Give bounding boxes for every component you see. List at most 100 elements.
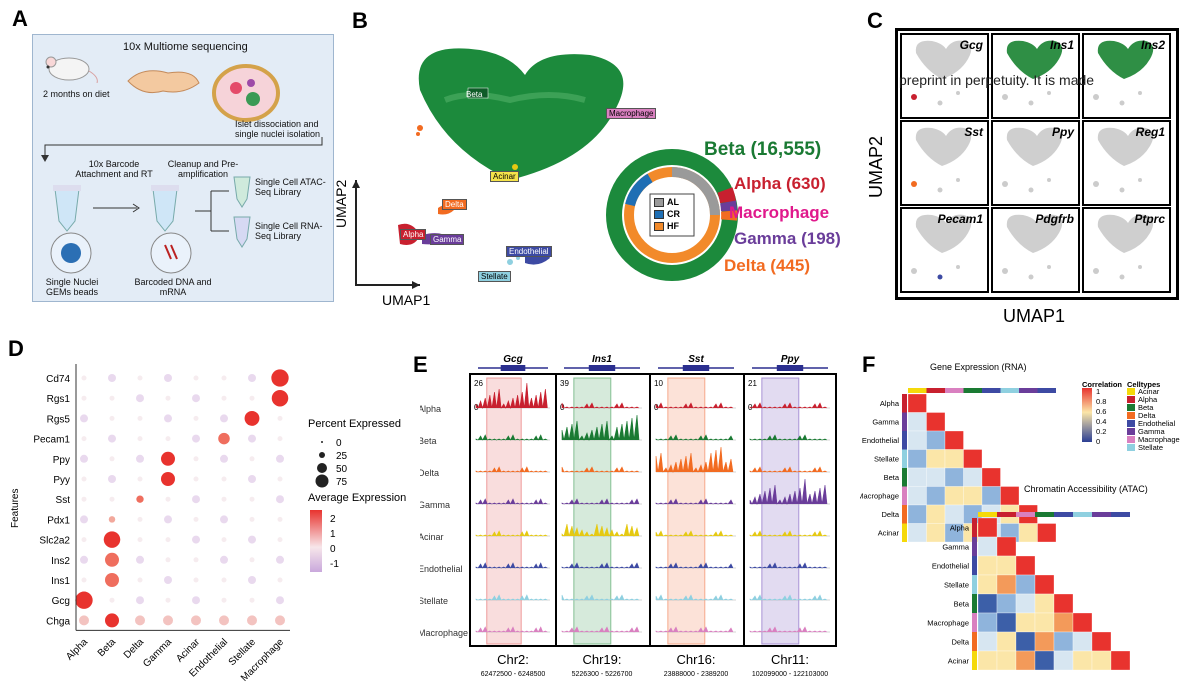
umap-point (1119, 100, 1125, 106)
tracks-frame (469, 373, 837, 647)
umap-point (956, 91, 960, 95)
atac-cell (1072, 631, 1093, 652)
umap-blob (915, 40, 972, 79)
track-scale: 21 (748, 379, 757, 388)
dot-sst-stellate (249, 496, 255, 502)
col-annotation (963, 388, 982, 393)
col-annotation (1019, 388, 1038, 393)
gene-label-ins1: Ins1 (1049, 38, 1074, 52)
rna-cell (907, 393, 927, 413)
track-label: Macrophage (420, 628, 468, 638)
atac-cell (1053, 612, 1074, 633)
dot-sst-delta (136, 495, 144, 503)
dot-rgs5-acinar (193, 415, 199, 421)
celltype-swatch (1127, 412, 1135, 419)
corr-tick: 1 (1096, 387, 1100, 396)
umap-point (911, 181, 917, 187)
rna-heatmap-title: Gene Expression (RNA) (930, 362, 1027, 372)
atac-cell (1072, 650, 1093, 671)
corr-tick: 0 (1096, 437, 1100, 446)
features-axis-label: Features (10, 488, 21, 528)
track-label: Alpha (420, 404, 441, 414)
dot-gcg-delta (136, 596, 144, 605)
gem-bead-icon (50, 232, 92, 274)
feature-label: Ins2 (51, 556, 70, 567)
count-macrophage: Macrophage (729, 203, 830, 222)
atac-cell (1015, 593, 1036, 614)
rna-cell (944, 504, 964, 524)
atac-cell (1015, 631, 1036, 652)
umap-point (1028, 187, 1034, 193)
umap-point (1047, 265, 1051, 269)
donut-chart (606, 149, 738, 281)
row-annotation (902, 468, 907, 487)
count-gamma: Gamma (198) (734, 229, 841, 248)
pct-legend-value: 25 (336, 451, 348, 462)
signal-peak (475, 626, 548, 633)
celltype-label: Alpha (1138, 395, 1158, 404)
count-delta: Delta (445) (724, 256, 810, 275)
feature-plot-ptprc: Ptprc (1082, 207, 1171, 293)
cluster-label-macrophage: Macrophage (606, 108, 657, 119)
signal-peak (655, 434, 734, 441)
dot-rgs5-macrophage (277, 415, 283, 421)
chrom-label: Chr19: (582, 652, 621, 667)
atac-cell (977, 650, 998, 671)
panel-letter-e: E (413, 352, 428, 377)
dot-sst-beta (109, 496, 115, 502)
signal-peak (655, 626, 734, 633)
celltype-label: Beta (96, 636, 119, 659)
row-label: Acinar (878, 529, 900, 538)
track-scale: 26 (474, 379, 483, 388)
row-label: Macrophage (860, 492, 899, 501)
panel-letter-c: C (867, 8, 883, 33)
row-label: Macrophage (927, 618, 969, 627)
row-label: Gamma (942, 542, 970, 551)
gene-label-ptprc: Ptprc (1134, 212, 1165, 226)
dot-chga-beta (105, 613, 119, 628)
dot-ins1-gamma (164, 576, 172, 584)
atac-cell (1034, 593, 1055, 614)
beta-cluster (418, 48, 624, 180)
feature-label: Pdx1 (47, 515, 70, 526)
gene-label-pdgfrb: Pdgfrb (1035, 212, 1074, 226)
avg-tick: -1 (330, 559, 339, 570)
col-annotation (945, 388, 964, 393)
dot-chga-alpha (79, 615, 89, 626)
dot-ppy-delta (136, 454, 144, 463)
rna-cell (926, 486, 946, 506)
signal-peak (749, 626, 828, 633)
dot-gcg-macrophage (276, 596, 284, 605)
rna-cell (926, 467, 946, 487)
dot-pyy-delta (137, 476, 143, 482)
row-label: Gamma (872, 418, 900, 427)
flow-arrow (41, 137, 323, 162)
signal-peak (561, 594, 640, 601)
dot-slc2a2-stellate (248, 535, 256, 544)
tube-icon-1 (53, 185, 81, 232)
umap-point (937, 274, 943, 280)
rna-cell (944, 467, 964, 487)
row-annotation (902, 412, 907, 431)
signal-peak (749, 562, 828, 569)
dot-pecam1-delta (137, 436, 143, 442)
pct-legend-value: 0 (336, 438, 342, 449)
umap-point (1119, 187, 1125, 193)
diet-label: 2 months on diet (43, 89, 110, 99)
celltype-swatch (1127, 404, 1135, 411)
umap-point (1093, 94, 1099, 100)
umap-point (911, 94, 917, 100)
dot-pdx1-beta (108, 516, 116, 523)
feature-umap-ptprc (1093, 214, 1154, 280)
panel-letter-a: A (12, 6, 28, 31)
cluster-label-endothelial: Endothelial (506, 246, 552, 257)
dot-pecam1-macrophage (277, 436, 283, 442)
barcode-label: 10x Barcode Attachment and RT (75, 159, 153, 180)
signal-peak (561, 498, 640, 505)
umap-point (1138, 178, 1142, 182)
row-label: Alpha (950, 523, 970, 532)
umap-point (1028, 100, 1034, 106)
row-annotation (972, 575, 977, 594)
umap-point (1138, 91, 1142, 95)
umap-blob (915, 127, 972, 166)
